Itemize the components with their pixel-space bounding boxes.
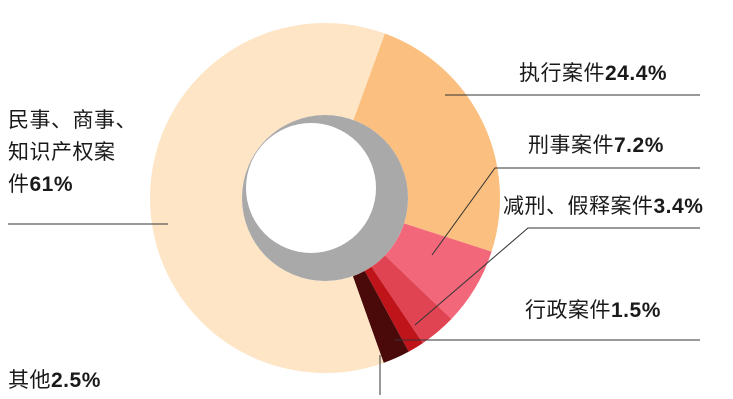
- donut-slices: [149, 22, 500, 374]
- slice-label-exec-text: 执行案件: [519, 61, 605, 85]
- slice-label-civil-text: 件: [8, 172, 30, 196]
- slice-label-civil-line2: 知识产权案: [8, 140, 116, 164]
- slice-label-other-value: 2.5%: [51, 369, 101, 392]
- slice-label-admin: 行政案件1.5%: [525, 294, 661, 327]
- donut-slice-other: [352, 270, 409, 363]
- slice-label-civil-value: 61%: [29, 173, 74, 196]
- donut-slice-admin: [364, 266, 423, 352]
- donut-slice-civil: [149, 22, 385, 374]
- slice-label-commutation: 减刑、假释案件3.4%: [503, 190, 703, 223]
- slice-label-commutation-value: 3.4%: [653, 195, 704, 218]
- slice-label-criminal-value: 7.2%: [614, 134, 664, 157]
- donut-slice-commutation: [371, 255, 452, 344]
- slice-label-civil-line3: 件61%: [8, 168, 137, 201]
- donut-hole-center: [246, 123, 376, 253]
- slice-label-civil: 民事、商事、 知识产权案 件61%: [8, 104, 137, 201]
- leader-line-criminal: [431, 167, 700, 256]
- slice-label-civil-line1: 民事、商事、: [8, 108, 137, 132]
- donut-slice-criminal: [384, 223, 492, 320]
- slice-label-criminal: 刑事案件7.2%: [528, 129, 664, 162]
- slice-label-other-text: 其他: [8, 368, 51, 392]
- leader-line-commutation: [414, 227, 700, 326]
- leader-lines: [8, 94, 700, 395]
- slice-label-other: 其他2.5%: [8, 364, 101, 397]
- slice-label-exec: 执行案件24.4%: [519, 57, 667, 90]
- slice-label-criminal-text: 刑事案件: [528, 133, 614, 157]
- slice-label-commutation-text: 减刑、假释案件: [503, 194, 654, 218]
- slice-label-exec-value: 24.4%: [605, 62, 668, 85]
- donut-hole: [242, 115, 408, 281]
- slice-label-admin-text: 行政案件: [525, 298, 611, 322]
- donut-slice-exec: [353, 33, 500, 252]
- slice-label-admin-value: 1.5%: [611, 299, 661, 322]
